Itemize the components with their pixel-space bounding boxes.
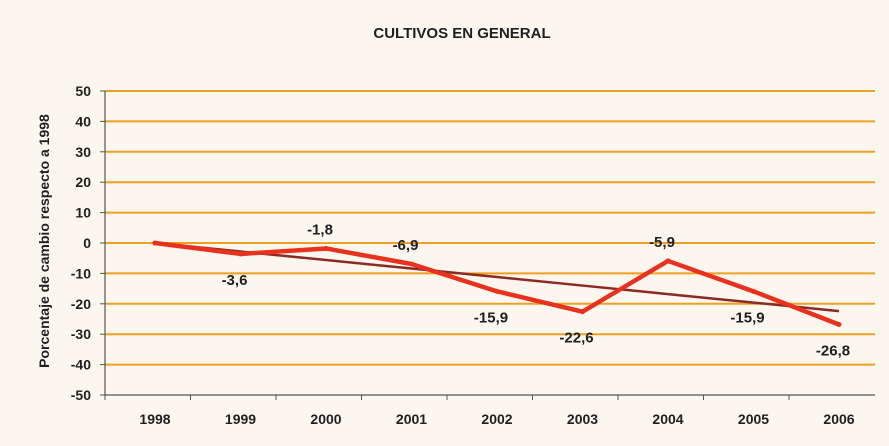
data-point (751, 288, 756, 294)
y-tick-label: 50 (75, 83, 91, 99)
data-labels: -3,6 -1,8 -6,9 -15,9 -22,6 -5,9 -15,9 -26,8 (222, 221, 851, 359)
data-point (836, 321, 842, 327)
x-tick-label: 2004 (652, 411, 683, 427)
x-tick-label: 2002 (481, 411, 512, 427)
chart-title: CULTIVOS EN GENERAL (373, 25, 550, 42)
y-tick-label: -30 (71, 326, 91, 342)
y-tick-label: -50 (71, 387, 91, 403)
x-tick-label: 2000 (310, 411, 341, 427)
x-tick-label: 1999 (225, 411, 256, 427)
data-point (323, 245, 329, 251)
data-point (494, 288, 500, 294)
x-tick-label: 2001 (396, 411, 427, 427)
data-point (152, 240, 158, 246)
series (152, 240, 842, 327)
data-label: -3,6 (222, 272, 248, 289)
x-tick-label: 2006 (823, 411, 854, 427)
y-axis-label: Porcentaje de cambio respecto a 1998 (36, 114, 52, 368)
y-tick-label: 20 (75, 174, 91, 190)
x-tick-label: 2005 (738, 411, 769, 427)
y-tick-label: 30 (75, 144, 91, 160)
data-point (409, 261, 414, 267)
y-tick-label: 40 (75, 113, 91, 129)
x-tick-label: 2003 (567, 411, 598, 427)
data-label: -15,9 (474, 309, 508, 326)
x-tick-label: 1998 (139, 411, 170, 427)
y-tick-label: 0 (83, 235, 91, 251)
y-tick-label: 10 (75, 205, 91, 221)
axes: 50 40 30 20 10 0 -10 -20 -30 -40 -50 1998 1999 2000 20… (71, 83, 875, 427)
data-point (665, 258, 671, 264)
data-label: -22,6 (559, 330, 593, 347)
gridlines (105, 90, 875, 366)
data-label: -26,8 (816, 342, 850, 359)
data-label: -15,9 (730, 309, 764, 326)
data-label: -1,8 (307, 221, 333, 238)
y-tick-label: -10 (71, 265, 91, 281)
y-tick-label: -40 (71, 357, 91, 373)
data-point (580, 309, 585, 315)
y-tick-label: -20 (71, 296, 91, 312)
data-point (238, 251, 243, 257)
data-label: -5,9 (649, 234, 675, 251)
data-label: -6,9 (393, 237, 419, 254)
